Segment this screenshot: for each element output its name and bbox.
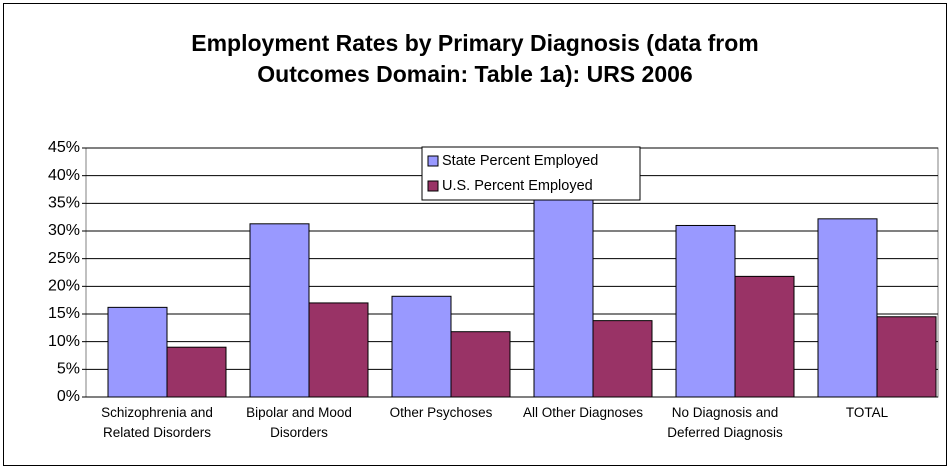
bar xyxy=(675,224,736,398)
bar xyxy=(308,302,369,398)
legend-label: U.S. Percent Employed xyxy=(442,178,593,194)
bar xyxy=(107,306,168,398)
legend-label: State Percent Employed xyxy=(442,153,598,169)
x-tick-label: Bipolar and Mood Disorders xyxy=(246,405,352,440)
bar xyxy=(734,275,795,398)
x-label-box: TOTAL xyxy=(845,405,889,420)
y-tick-label: 30% xyxy=(48,222,80,239)
bar xyxy=(450,331,511,398)
bar xyxy=(391,295,452,398)
y-tick-label: 10% xyxy=(48,333,80,350)
bar xyxy=(817,218,878,398)
bar xyxy=(876,316,937,398)
title-box: Employment Rates by Primary Diagnosis (d… xyxy=(191,30,759,87)
x-label-box: Bipolar and Mood Disorders xyxy=(246,405,352,440)
y-tick-label: 35% xyxy=(48,195,80,212)
x-tick-label: Other Psychoses xyxy=(389,405,493,420)
x-tick-label: All Other Diagnoses xyxy=(522,405,644,420)
y-tick-label: 40% xyxy=(48,167,80,184)
legend-swatch xyxy=(427,180,439,192)
x-tick-label: Schizophrenia and Related Disorders xyxy=(101,405,213,440)
x-label-box: All Other Diagnoses xyxy=(522,405,644,420)
x-label-box: Other Psychoses xyxy=(389,405,493,420)
y-tick-label: 15% xyxy=(48,305,80,322)
y-tick-label: 25% xyxy=(48,250,80,267)
x-tick-label: No Diagnosis and Deferred Diagnosis xyxy=(667,405,783,440)
y-tick-label: 5% xyxy=(57,361,80,378)
y-tick-label: 0% xyxy=(57,388,80,405)
bar xyxy=(592,320,653,398)
x-label-box: No Diagnosis and Deferred Diagnosis xyxy=(667,405,783,440)
bar xyxy=(166,346,227,398)
x-tick-label: TOTAL xyxy=(845,405,889,420)
bar xyxy=(533,191,594,398)
y-tick-label: 20% xyxy=(48,278,80,295)
y-tick-label: 45% xyxy=(48,139,80,156)
legend xyxy=(421,146,641,201)
x-label-box: Schizophrenia and Related Disorders xyxy=(101,405,213,440)
bar xyxy=(249,223,310,398)
legend-swatch xyxy=(427,155,439,167)
chart-title: Employment Rates by Primary Diagnosis (d… xyxy=(191,30,759,87)
